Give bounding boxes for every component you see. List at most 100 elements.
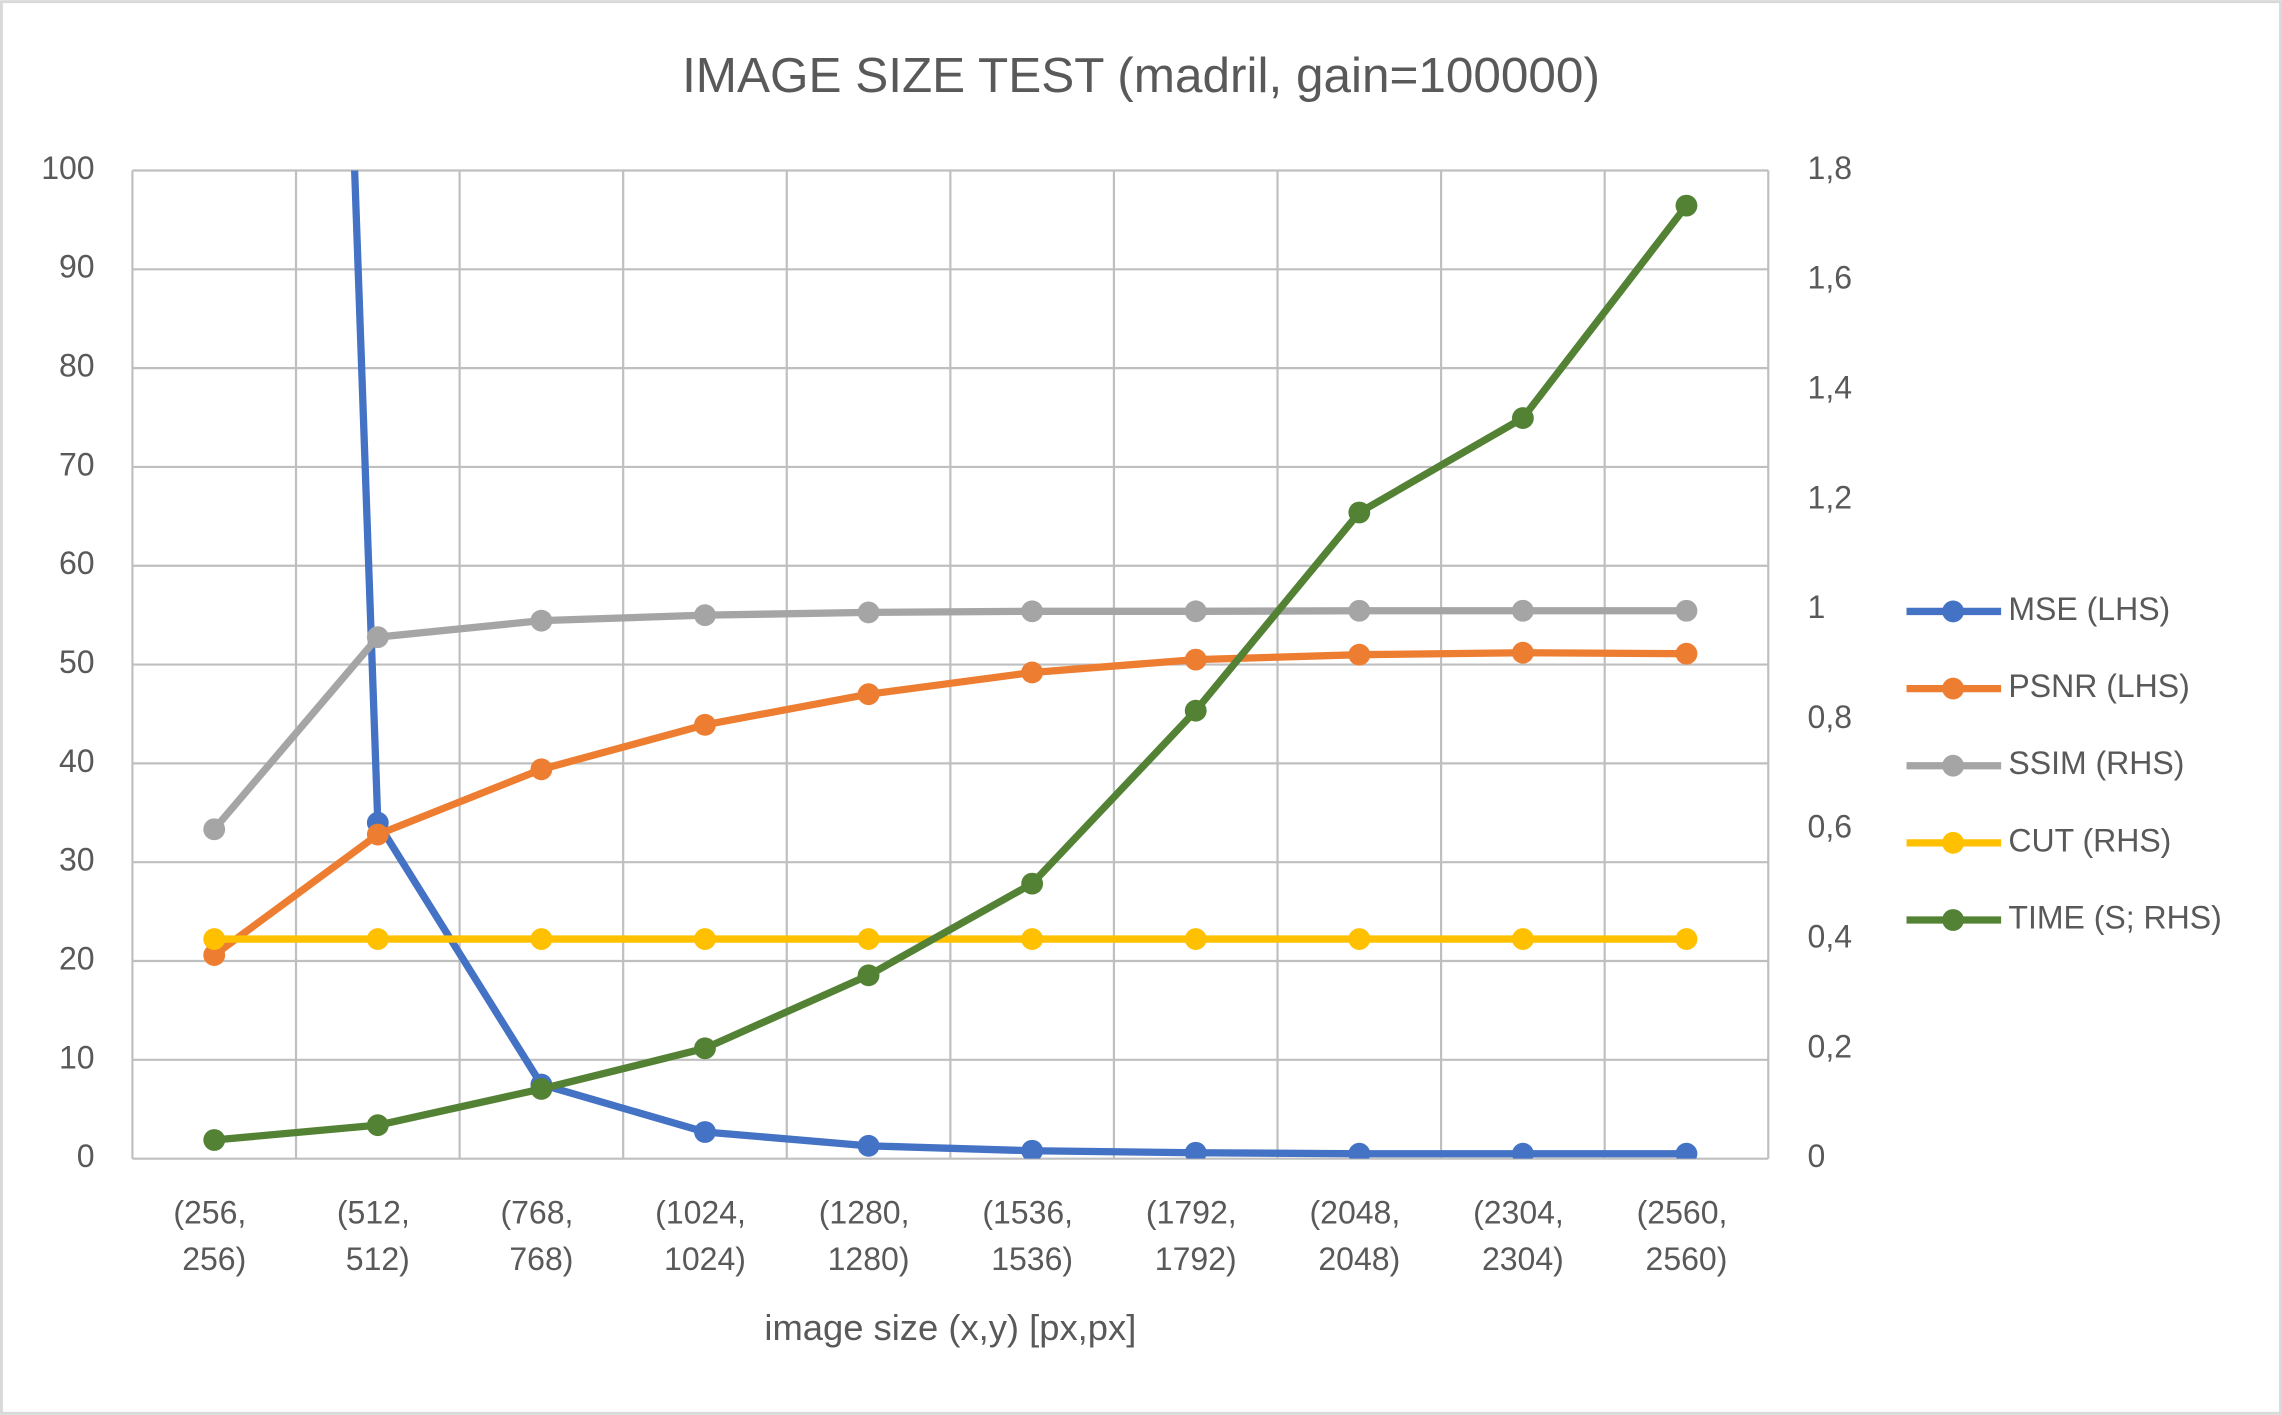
y-tick-label: 80: [59, 348, 95, 384]
legend-label: MSE (LHS): [2008, 591, 2170, 627]
chart-title: IMAGE SIZE TEST (madril, gain=100000): [682, 48, 1600, 103]
data-point: [1675, 194, 1698, 217]
data-point: [1184, 600, 1207, 623]
x-tick-label-line: 1536): [991, 1241, 1073, 1277]
x-tick-label: (1792, 1792): [1146, 1195, 1246, 1278]
x-tick-label: (2048, 2048): [1309, 1195, 1409, 1278]
data-point: [1511, 928, 1534, 950]
x-tick-label-line: 1024): [664, 1241, 746, 1277]
y-tick-label: 70: [59, 446, 95, 482]
y-tick-label: 0: [77, 1138, 95, 1174]
data-point: [366, 626, 389, 649]
data-point: [1021, 872, 1044, 895]
data-point: [1511, 641, 1534, 664]
legend-label: SSIM (RHS): [2008, 745, 2184, 781]
data-point: [1021, 1139, 1044, 1159]
x-tick-label-line: 1280): [828, 1241, 910, 1277]
data-point: [530, 928, 553, 950]
data-point: [1184, 928, 1207, 950]
data-point: [1348, 928, 1371, 950]
data-point: [1675, 599, 1698, 622]
data-point: [530, 609, 553, 632]
x-tick-label-line: (1792,: [1146, 1195, 1246, 1231]
x-tick-label: (2304, 2304): [1473, 1195, 1573, 1278]
x-tick-label: (256, 256): [173, 1195, 255, 1278]
data-point: [1184, 699, 1207, 722]
x-tick-label-line: 2048): [1318, 1241, 1400, 1277]
data-point: [1675, 642, 1698, 665]
data-point: [694, 1037, 716, 1060]
data-point: [1511, 407, 1534, 429]
x-tick-label-line: 768): [509, 1241, 573, 1277]
x-tick-label-line: (512,: [337, 1195, 419, 1231]
y2-tick-label: 1: [1808, 589, 1826, 625]
data-point: [203, 1129, 226, 1151]
data-point: [1511, 599, 1534, 622]
y2-tick-label: 1,2: [1808, 479, 1852, 515]
data-point: [857, 1134, 880, 1157]
data-point: [694, 713, 716, 736]
x-tick-label: (1536, 1536): [982, 1195, 1082, 1278]
x-tick-label-line: 256): [182, 1241, 246, 1277]
data-point: [530, 758, 553, 781]
data-point: [1184, 648, 1207, 671]
x-tick-label: (768, 768): [500, 1195, 582, 1278]
x-tick-label-line: 512): [346, 1241, 410, 1277]
y-tick-label: 50: [59, 644, 95, 680]
x-tick-label: (1280, 1280): [819, 1195, 919, 1278]
y2-tick-label: 0,4: [1808, 919, 1852, 955]
x-tick-label-line: (2304,: [1473, 1195, 1573, 1231]
x-tick-label-line: (2048,: [1309, 1195, 1409, 1231]
x-tick-label-line: 1792): [1155, 1241, 1237, 1277]
legend-marker: [1942, 909, 1965, 931]
series-line: [211, 607, 1687, 832]
legend-label: TIME (S; RHS): [2008, 899, 2221, 935]
data-point: [1348, 501, 1371, 524]
x-tick-label-line: (1536,: [982, 1195, 1082, 1231]
x-tick-label-line: (2560,: [1637, 1195, 1737, 1231]
legend-marker: [1942, 677, 1965, 700]
data-point: [1675, 928, 1698, 950]
data-point: [857, 964, 880, 987]
data-point: [1184, 1141, 1207, 1159]
series-line: [212, 649, 1687, 959]
plot-area: [203, 170, 1698, 1159]
data-point: [203, 818, 226, 841]
x-tick-label-line: (768,: [500, 1195, 582, 1231]
data-point: [366, 823, 389, 846]
data-point: [694, 1121, 716, 1143]
x-tick-label-line: 2560): [1646, 1241, 1728, 1277]
data-point: [694, 928, 716, 950]
y2-tick-label: 0: [1808, 1138, 1826, 1174]
data-point: [1021, 928, 1044, 950]
legend-marker: [1942, 600, 1965, 623]
legend-marker: [1942, 754, 1965, 777]
data-point: [1021, 661, 1044, 684]
data-point: [1511, 1142, 1534, 1159]
x-tick-label-line: (1280,: [819, 1195, 919, 1231]
data-point: [366, 928, 389, 950]
y-tick-label: 20: [59, 940, 95, 976]
data-point: [530, 1078, 553, 1100]
data-point: [1675, 1142, 1698, 1159]
x-tick-label: (2560, 2560): [1637, 1195, 1737, 1278]
y-tick-label: 40: [59, 743, 95, 779]
legend-label: CUT (RHS): [2008, 822, 2171, 858]
data-point: [857, 928, 880, 950]
y-tick-label: 60: [59, 545, 95, 581]
data-point: [366, 1114, 389, 1137]
legend-label: PSNR (LHS): [2008, 668, 2189, 704]
y2-tick-label: 0,2: [1808, 1028, 1852, 1064]
x-tick-label: (512, 512): [337, 1195, 419, 1278]
series-line: [213, 203, 1690, 1144]
data-point: [203, 928, 226, 950]
x-tick-label: (1024, 1024): [655, 1195, 755, 1278]
y2-tick-label: 1,8: [1808, 150, 1852, 186]
y-tick-label: 30: [59, 842, 95, 878]
data-point: [203, 944, 226, 967]
data-point: [857, 601, 880, 624]
data-point: [857, 683, 880, 706]
y2-tick-label: 1,6: [1808, 260, 1852, 296]
